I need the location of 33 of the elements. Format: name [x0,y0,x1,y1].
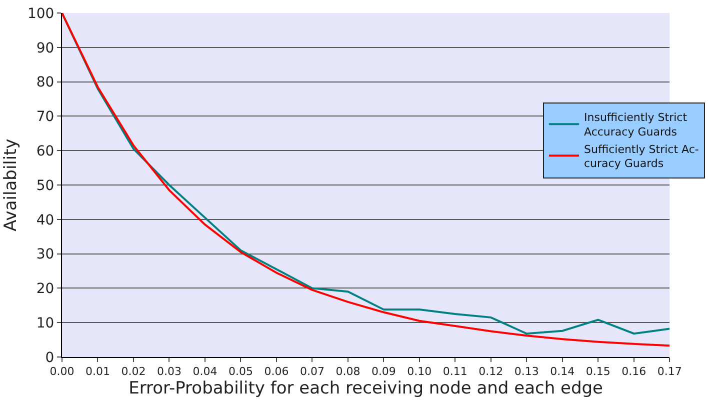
y-axis-title: Availability [1,138,22,232]
y-tick-label: 10 [36,316,54,332]
x-tick-label: 0.11 [442,365,468,378]
y-tick-label: 40 [36,212,54,228]
x-tick-label: 0.03 [156,365,182,378]
x-tick-label: 0.01 [85,365,110,378]
x-tick-label: 0.05 [228,365,253,378]
y-tick-label: 90 [36,40,54,56]
x-tick-label: 0.07 [300,365,324,378]
x-tick-label: 0.08 [336,365,360,378]
y-tick-label: 80 [36,74,54,91]
x-axis-title: Error-Probability for each receiving node and each edge [128,378,604,399]
x-tick-label: 0.14 [550,365,575,378]
x-tick-label: 0.13 [514,365,539,378]
x-tick-label: 0.02 [121,365,146,378]
y-tick-label: 20 [36,281,54,298]
legend-label: Insufficiently Strict Accuracy Guards [584,111,688,139]
y-tick-label: 100 [27,6,54,22]
y-tick-label: 50 [36,178,54,194]
x-tick-label: 0.06 [264,365,289,378]
x-tick-label: 0.15 [586,365,610,378]
y-tick-label: 0 [45,350,54,366]
x-tick-label: 0.04 [192,365,218,378]
legend-label: Sufficiently Strict Ac- curacy Guards [584,142,699,170]
x-tick-label: 0.12 [478,365,504,378]
x-tick-label: 0.09 [371,365,396,378]
x-tick-label: 0.16 [622,365,646,378]
x-tick-label: 0.10 [407,365,432,378]
x-tick-label: 0.17 [657,365,682,378]
x-tick-label: 0.00 [50,365,74,378]
y-tick-label: 60 [36,144,54,160]
y-tick-label: 70 [36,109,54,126]
y-tick-label: 30 [36,246,54,263]
